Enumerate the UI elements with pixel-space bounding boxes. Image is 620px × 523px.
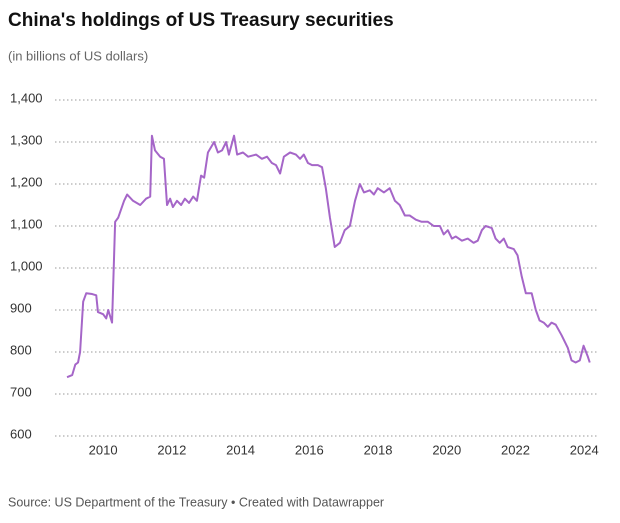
x-tick-label: 2010 [89, 442, 118, 457]
source-note: Source: US Department of the Treasury • … [8, 495, 384, 509]
x-tick-label: 2018 [364, 442, 393, 457]
x-tick-label: 2016 [295, 442, 324, 457]
chart-subtitle: (in billions of US dollars) [8, 48, 148, 63]
y-tick-label: 1,000 [10, 258, 43, 273]
chart-title: China's holdings of US Treasury securiti… [8, 10, 394, 31]
y-tick-label: 900 [10, 300, 32, 315]
x-tick-label: 2024 [570, 442, 599, 457]
y-tick-label: 600 [10, 426, 32, 441]
y-tick-label: 700 [10, 384, 32, 399]
y-tick-label: 1,400 [10, 90, 43, 105]
x-tick-label: 2012 [157, 442, 186, 457]
data-line [66, 134, 591, 379]
x-tick-label: 2022 [501, 442, 530, 457]
y-tick-label: 800 [10, 342, 32, 357]
x-tick-label: 2014 [226, 442, 255, 457]
x-tick-label: 2020 [432, 442, 461, 457]
y-tick-label: 1,200 [10, 174, 43, 189]
y-tick-label: 1,300 [10, 132, 43, 147]
y-tick-label: 1,100 [10, 216, 43, 231]
